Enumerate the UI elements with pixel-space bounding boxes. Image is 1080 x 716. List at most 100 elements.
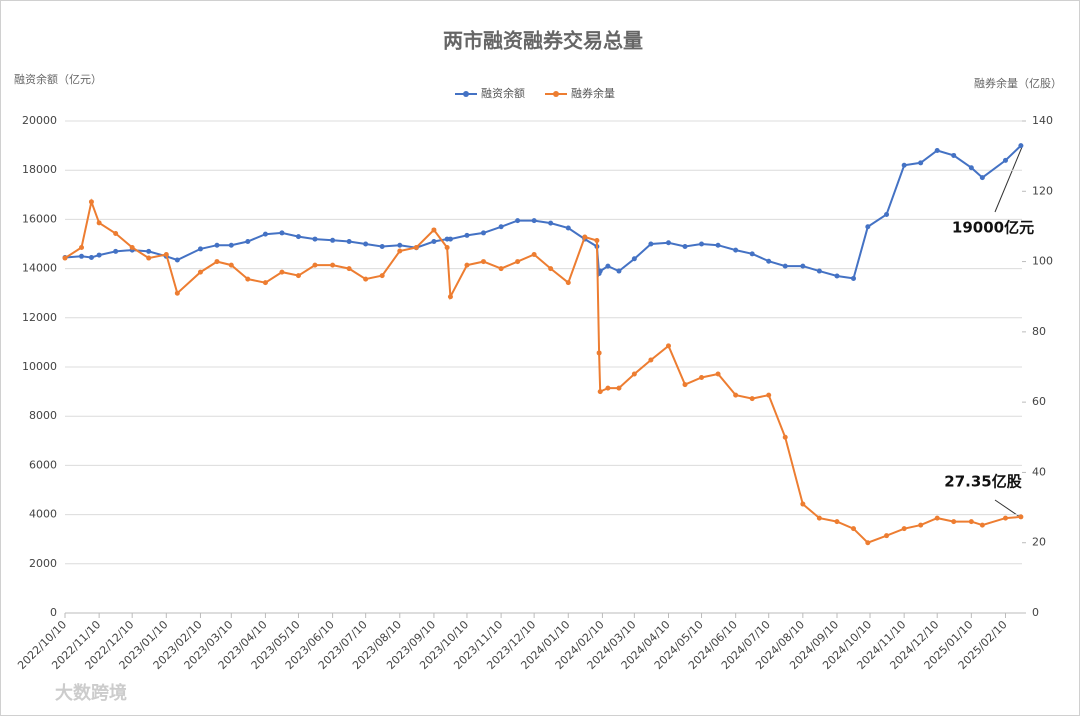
- data-point: [951, 519, 957, 525]
- data-point: [597, 268, 603, 274]
- data-point: [214, 242, 220, 248]
- y-tick-label: 14000: [22, 262, 57, 275]
- y2-tick-label: 60: [1032, 395, 1046, 408]
- data-point: [113, 248, 119, 254]
- data-point: [596, 350, 602, 356]
- data-point: [262, 280, 268, 286]
- data-point: [330, 262, 336, 268]
- y-tick-label: 6000: [29, 458, 57, 471]
- data-point: [565, 280, 571, 286]
- data-point: [800, 263, 806, 269]
- data-point: [682, 382, 688, 388]
- data-point: [548, 220, 554, 226]
- data-point: [582, 234, 588, 240]
- y2-axis-label: 融券余量（亿股）: [974, 76, 1062, 90]
- data-point: [918, 160, 924, 166]
- data-point: [565, 225, 571, 231]
- data-point: [968, 519, 974, 525]
- data-point: [548, 266, 554, 272]
- data-point: [444, 245, 450, 251]
- data-point: [96, 252, 102, 258]
- data-point: [851, 526, 857, 532]
- data-point: [1002, 515, 1008, 521]
- data-point: [79, 253, 85, 259]
- data-point: [851, 275, 857, 281]
- data-point: [174, 290, 180, 296]
- data-point: [884, 533, 890, 539]
- data-point: [88, 199, 94, 205]
- data-point: [979, 522, 985, 528]
- y-tick-label: 10000: [22, 360, 57, 373]
- data-point: [918, 522, 924, 528]
- y2-tick-label: 20: [1032, 536, 1046, 549]
- data-point: [146, 255, 152, 261]
- data-point: [397, 242, 403, 248]
- annotation: 19000亿元: [952, 219, 1034, 237]
- data-point: [749, 251, 755, 257]
- data-point: [174, 257, 180, 263]
- data-point: [464, 232, 470, 238]
- data-point: [934, 148, 940, 154]
- data-point: [379, 273, 385, 279]
- chart-title: 两市融资融券交易总量: [443, 29, 643, 53]
- data-point: [733, 392, 739, 398]
- y-tick-label: 2000: [29, 557, 57, 570]
- data-point: [515, 259, 521, 265]
- data-point: [295, 273, 301, 279]
- data-point: [682, 243, 688, 249]
- data-point: [129, 245, 135, 251]
- data-point: [715, 242, 721, 248]
- data-point: [934, 515, 940, 521]
- y2-tick-label: 40: [1032, 465, 1046, 478]
- data-point: [951, 152, 957, 158]
- data-point: [884, 211, 890, 217]
- data-point: [245, 276, 251, 282]
- data-point: [363, 276, 369, 282]
- data-point: [515, 218, 521, 224]
- data-point: [498, 224, 504, 230]
- data-point: [96, 220, 102, 226]
- data-point: [197, 246, 203, 252]
- y2-tick-label: 140: [1032, 114, 1053, 127]
- data-point: [62, 255, 68, 261]
- data-point: [665, 240, 671, 246]
- y-tick-label: 20000: [22, 114, 57, 127]
- data-point: [968, 165, 974, 171]
- data-point: [531, 252, 537, 258]
- data-point: [816, 515, 822, 521]
- data-point: [262, 231, 268, 237]
- data-point: [782, 263, 788, 269]
- data-point: [245, 239, 251, 245]
- data-point: [800, 501, 806, 507]
- data-point: [363, 241, 369, 247]
- data-point: [816, 268, 822, 274]
- data-point: [480, 259, 486, 265]
- y2-tick-label: 100: [1032, 255, 1053, 268]
- y-tick-label: 4000: [29, 508, 57, 521]
- data-point: [605, 385, 611, 391]
- data-point: [346, 239, 352, 245]
- data-point: [113, 230, 119, 236]
- y-tick-label: 8000: [29, 409, 57, 422]
- data-point: [447, 236, 453, 242]
- data-point: [228, 262, 234, 268]
- data-point: [346, 266, 352, 272]
- data-point: [146, 248, 152, 254]
- data-point: [834, 519, 840, 525]
- legend-label: 融券余量: [571, 86, 615, 100]
- data-point: [312, 236, 318, 242]
- data-point: [464, 262, 470, 268]
- data-point: [1002, 157, 1008, 163]
- data-point: [901, 526, 907, 532]
- data-point: [413, 245, 419, 251]
- data-point: [648, 241, 654, 247]
- y-tick-label: 0: [50, 606, 57, 619]
- data-point: [631, 371, 637, 377]
- y-axis-label: 融资余额（亿元）: [14, 72, 102, 86]
- data-point: [766, 392, 772, 398]
- data-point: [431, 227, 437, 233]
- y-tick-label: 12000: [22, 311, 57, 324]
- data-point: [163, 252, 169, 258]
